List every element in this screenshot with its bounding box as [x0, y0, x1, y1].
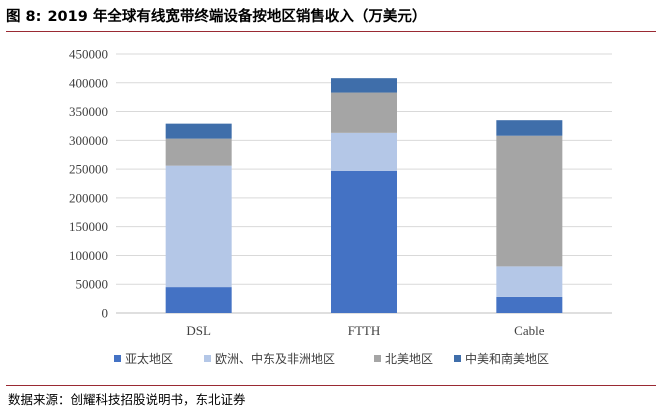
y-tick-label: 450000 — [69, 47, 108, 62]
legend-label: 中美和南美地区 — [465, 351, 549, 366]
y-tick-label: 250000 — [69, 162, 108, 177]
figure-title-text: 2019 年全球有线宽带终端设备按地区销售收入（万美元） — [47, 9, 427, 25]
bar-segment-dsl-s2 — [165, 138, 232, 166]
legend-swatch — [204, 355, 211, 362]
bar-segment-cable-s1 — [496, 266, 563, 297]
bar-segment-dsl-s3 — [165, 123, 232, 139]
y-tick-label: 200000 — [69, 190, 108, 205]
y-tick-label: 400000 — [69, 75, 108, 90]
bar-segment-ftth-s1 — [331, 132, 397, 171]
bar-segment-ftth-s3 — [331, 78, 397, 93]
bar-segment-cable-s0 — [496, 296, 563, 313]
title-rule — [6, 31, 656, 32]
x-tick-label: FTTH — [348, 323, 381, 338]
y-tick-label: 100000 — [69, 248, 108, 263]
bar-segment-dsl-s0 — [165, 287, 232, 313]
y-tick-label: 50000 — [76, 277, 109, 292]
figure-title: 图 8: 2019 年全球有线宽带终端设备按地区销售收入（万美元） — [6, 4, 656, 30]
legend-swatch — [374, 355, 381, 362]
legend-label: 亚太地区 — [125, 351, 173, 366]
y-tick-label: 150000 — [69, 219, 108, 234]
legend-label: 欧洲、中东及非洲地区 — [215, 351, 335, 366]
bar-segment-cable-s2 — [496, 135, 563, 267]
bar-segment-ftth-s2 — [331, 92, 397, 133]
y-tick-label: 0 — [102, 306, 109, 321]
bar-segment-cable-s3 — [496, 120, 563, 136]
x-tick-label: DSL — [186, 323, 211, 338]
legend-label: 北美地区 — [385, 352, 433, 366]
y-tick-label: 300000 — [69, 133, 108, 148]
legend-swatch — [114, 355, 121, 362]
y-tick-label: 350000 — [69, 104, 108, 119]
source-note: 数据来源：创耀科技招股说明书，东北证券 — [8, 392, 246, 407]
source-rule — [6, 385, 656, 386]
legend-swatch — [454, 355, 461, 362]
x-tick-label: Cable — [514, 323, 545, 338]
bar-segment-ftth-s0 — [331, 170, 397, 313]
figure-label: 图 8: — [6, 9, 42, 25]
bar-segment-dsl-s1 — [165, 165, 232, 288]
